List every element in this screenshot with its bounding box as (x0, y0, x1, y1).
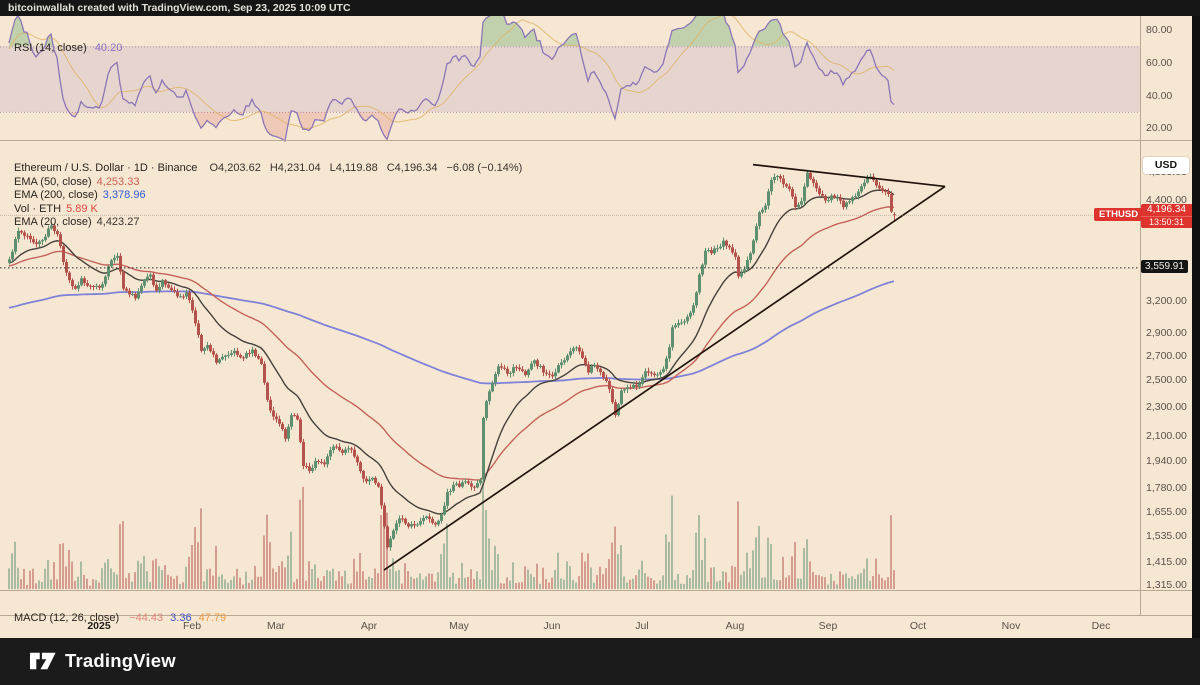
time-axis-label[interactable]: Mar (266, 620, 286, 632)
chart-plot-area[interactable] (0, 16, 1200, 638)
indicator-title: EMA (20, close) (14, 216, 92, 228)
indicator-legend-row[interactable]: EMA (50, close) 4,253.33 (14, 176, 522, 190)
indicator-title: Vol · ETH (14, 202, 62, 215)
time-axis-label[interactable]: Sep (818, 620, 838, 632)
time-axis-label[interactable]: Feb (182, 620, 202, 632)
hline-price-label: 3,559.91 (1141, 260, 1188, 274)
tradingview-logo-icon (30, 652, 56, 670)
time-axis-label[interactable]: Dec (1091, 620, 1111, 632)
attribution-bar: bitcoinwallah created with TradingView.c… (0, 0, 1200, 16)
symbol-legend-row[interactable]: Ethereum / U.S. Dollar · 1D · Binance O4… (14, 162, 522, 176)
indicator-legend-row[interactable]: Vol · ETH 5.89 K (14, 203, 522, 217)
time-axis-label[interactable]: Jun (543, 620, 561, 632)
price-axis-tick: 1,415.00 (1146, 555, 1187, 568)
tradingview-wordmark: TradingView (65, 650, 176, 671)
indicator-title: EMA (50, close) (14, 175, 92, 188)
time-axis-label[interactable]: Apr (360, 620, 378, 632)
rsi-axis-tick: 40.00 (1146, 89, 1173, 102)
ohlc-segment: O4,203.62 (209, 162, 261, 174)
price-axis-tick: 2,100.00 (1146, 429, 1187, 442)
rsi-axis-tick: 80.00 (1146, 24, 1173, 36)
macd-value: −44.43 (129, 612, 164, 624)
price-axis-tick: 1,940.00 (1146, 454, 1187, 467)
last-price-value: 4,196.34 (1147, 203, 1186, 215)
macd-values: −44.43 3.36 47.79 (122, 612, 226, 624)
chart-area: RSI (14, close) 40.20 Ethereum / U.S. Do… (0, 16, 1200, 638)
indicator-value: 5.89 K (66, 202, 98, 215)
right-edge-strip (1192, 16, 1200, 638)
ohlc-segment: −6.08 (−0.14%) (446, 162, 523, 174)
time-axis-label[interactable]: May (449, 620, 469, 632)
price-axis-tick: 1,780.00 (1146, 482, 1187, 495)
rsi-axis-tick: 60.00 (1146, 56, 1173, 69)
price-axis-tick: 2,500.00 (1146, 374, 1187, 387)
ohlc-segment: L4,119.88 (329, 162, 378, 174)
bar-countdown: 13:50:31 (1141, 215, 1192, 227)
ohlc-segment: H4,231.04 (269, 162, 321, 174)
indicator-legend-row[interactable]: EMA (200, close) 3,378.96 (14, 189, 522, 203)
ohlc-segment: C4,196.34 (386, 162, 438, 174)
indicator-legend-rows: EMA (50, close) 4,253.33 EMA (200, close) 3… (14, 176, 522, 229)
time-axis-label[interactable]: Oct (909, 620, 927, 632)
price-axis-tick: 2,700.00 (1146, 349, 1187, 362)
macd-legend[interactable]: MACD (12, 26, close) −44.43 3.36 47.79 (14, 612, 226, 624)
symbol-price-badge: ETHUSD (1094, 207, 1144, 221)
price-axis-tick: 2,300.00 (1146, 400, 1187, 413)
time-axis-label[interactable]: 2025 (87, 620, 111, 632)
currency-toggle-button[interactable]: USD (1143, 157, 1189, 174)
tradingview-brand-link[interactable]: TradingView (30, 650, 176, 672)
price-axis-tick: 1,315.00 (1146, 579, 1187, 592)
rsi-legend-title: RSI (14, close) (14, 42, 87, 54)
symbol-title: Ethereum / U.S. Dollar · 1D · Binance (14, 162, 198, 174)
indicator-value: 4,253.33 (96, 175, 140, 188)
last-price-label: 4,196.34 13:50:31 (1141, 203, 1192, 228)
price-axis-tick: 4,400.00 (1146, 193, 1187, 206)
indicator-value: 4,423.27 (96, 216, 140, 228)
attribution-text: bitcoinwallah created with TradingView.c… (8, 2, 351, 14)
rsi-legend-value: 40.20 (94, 42, 123, 54)
price-axis-tick: 1,535.00 (1146, 529, 1187, 542)
price-axis-tick: 3,200.00 (1146, 295, 1187, 308)
time-axis-label[interactable]: Nov (1001, 620, 1021, 632)
main-legend: Ethereum / U.S. Dollar · 1D · Binance O4… (14, 162, 522, 229)
time-axis-label[interactable]: Aug (725, 620, 745, 632)
indicator-value: 3,378.96 (102, 189, 146, 201)
indicator-title: EMA (200, close) (14, 189, 98, 201)
rsi-legend[interactable]: RSI (14, close) 40.20 (14, 42, 122, 54)
rsi-axis-tick: 20.00 (1146, 122, 1173, 135)
macd-legend-title: MACD (12, 26, close) (14, 612, 120, 624)
ohlc-values: O4,203.62 H4,231.04 L4,119.88 C4,196.34 −6.0… (200, 162, 522, 174)
indicator-legend-row[interactable]: EMA (20, close) 4,423.27 (14, 216, 522, 230)
macd-value: 3.36 (170, 612, 192, 624)
price-axis-tick: 1,655.00 (1146, 505, 1187, 518)
price-axis-tick: 2,900.00 (1146, 326, 1187, 339)
time-axis-label[interactable]: Jul (635, 620, 649, 632)
macd-value: 47.79 (198, 612, 227, 624)
footer-bar: TradingView (0, 638, 1200, 685)
